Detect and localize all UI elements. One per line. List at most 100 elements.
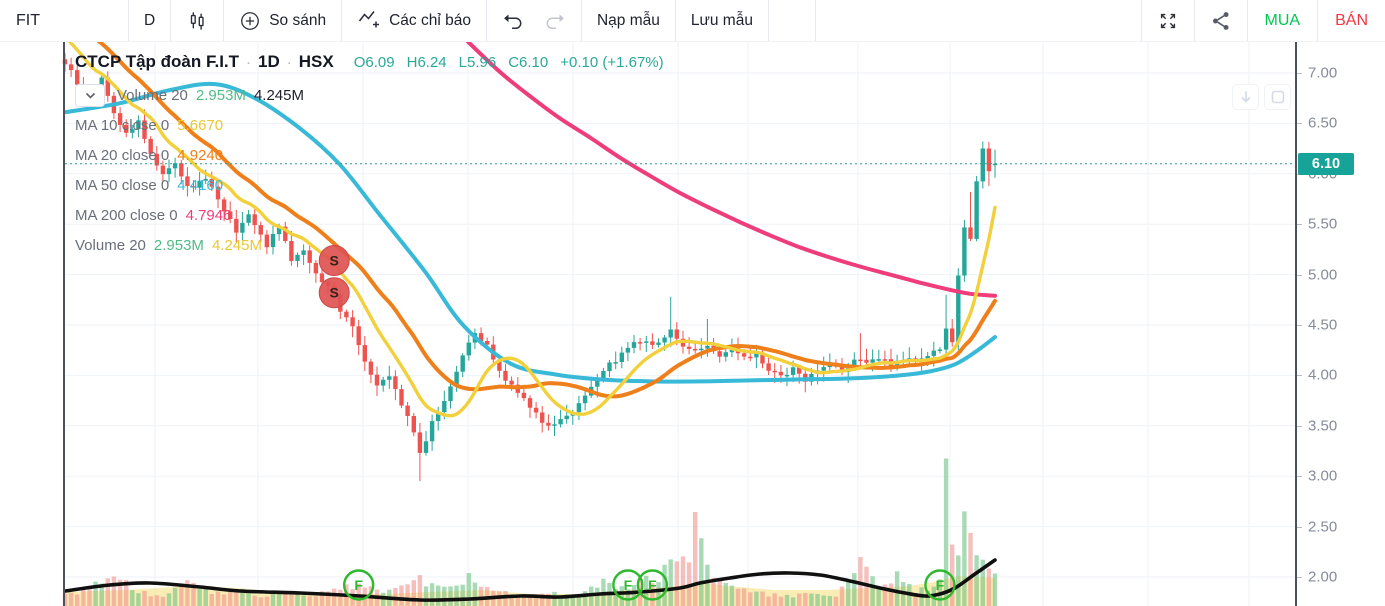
- price-scale-drag-handle[interactable]: [1295, 42, 1297, 606]
- save-template-label: Lưu mẫu: [690, 11, 753, 29]
- fullscreen-button[interactable]: [1142, 0, 1194, 41]
- axis-tick: [1297, 476, 1302, 478]
- axis-tick: [1297, 224, 1302, 226]
- toolbar-divider: [1140, 0, 1142, 41]
- price-tick-label: 2.50: [1308, 518, 1338, 536]
- interval-button[interactable]: D: [129, 0, 170, 41]
- fullscreen-icon: [1157, 10, 1179, 32]
- toolbar-divider: [767, 0, 769, 41]
- symbol-button[interactable]: FIT: [0, 0, 128, 41]
- indicator-value: 2.953M: [153, 236, 204, 254]
- separator-dot: ·: [286, 53, 292, 71]
- legend-collapse-button[interactable]: [75, 83, 105, 107]
- share-button[interactable]: [1195, 0, 1247, 41]
- axis-tick: [1297, 73, 1302, 74]
- load-template-button[interactable]: Nạp mẫu: [582, 0, 675, 41]
- ma-legend-row[interactable]: MA 20 close 0 4.9240: [75, 144, 664, 166]
- sell-signal-marker: S: [318, 277, 350, 309]
- sell-signal-marker: S: [318, 244, 350, 276]
- indicators-icon: [357, 9, 381, 33]
- symbol-title-row[interactable]: CTCP Tập đoàn F.I.T · 1D · HSX O6.09 H6.…: [75, 50, 664, 74]
- toolbar-empty-cell: [769, 0, 815, 41]
- ohlc-open: O6.09: [353, 53, 395, 71]
- indicator-value: 4.245M: [253, 86, 304, 104]
- indicator-name: Volume 20: [75, 236, 146, 254]
- f-signal-marker: F: [612, 569, 644, 601]
- top-toolbar: FIT D So sánh: [0, 0, 1385, 42]
- axis-tick: [1297, 123, 1302, 125]
- interval-value: 1D: [258, 52, 280, 71]
- f-signal-marker: F: [636, 569, 669, 601]
- axis-tick: [1297, 425, 1302, 427]
- toolbar-divider: [170, 0, 172, 41]
- ohlc-low: L5.96: [458, 53, 497, 71]
- price-tick-label: 5.50: [1308, 215, 1338, 233]
- axis-tick: [1297, 577, 1302, 578]
- pane-left-border: [63, 42, 65, 606]
- undo-icon[interactable]: [502, 11, 524, 31]
- svg-text:F: F: [936, 577, 945, 593]
- interval-label: D: [144, 11, 156, 29]
- exchange-value: HSX: [298, 52, 334, 71]
- price-tick-label: 3.00: [1308, 467, 1338, 485]
- indicator-name: MA 10 close 0: [75, 116, 170, 134]
- indicators-label: Các chỉ báo: [389, 11, 471, 29]
- pane-corner-buttons: [1232, 84, 1291, 110]
- separator-dot: ·: [246, 53, 252, 71]
- chevron-down-icon: [85, 92, 95, 99]
- ma-legend-row[interactable]: MA 200 close 0 4.7946: [75, 204, 664, 226]
- price-tick-label: 5.00: [1308, 266, 1338, 284]
- indicators-button[interactable]: Các chỉ báo: [342, 0, 486, 41]
- svg-text:F: F: [354, 577, 363, 593]
- history-buttons: [487, 0, 581, 41]
- ma-legend-row[interactable]: MA 10 close 0 5.6670: [75, 114, 664, 136]
- toolbar-divider: [485, 0, 487, 41]
- toolbar-divider: [580, 0, 582, 41]
- indicator-value: 2.953M: [195, 86, 246, 104]
- indicator-value: 4.245M: [211, 236, 262, 254]
- price-tick-label: 4.50: [1308, 316, 1338, 334]
- chart-legend: CTCP Tập đoàn F.I.T · 1D · HSX O6.09 H6.…: [75, 50, 664, 264]
- save-template-button[interactable]: Lưu mẫu: [676, 0, 768, 41]
- toolbar-divider: [223, 0, 225, 41]
- redo-icon[interactable]: [544, 11, 566, 31]
- price-change: +0.10 (+1.67%): [560, 53, 664, 71]
- price-tick-label: 6.50: [1308, 114, 1338, 132]
- volume-legend-row[interactable]: Volume 20 2.953M 4.245M: [75, 234, 664, 256]
- jump-to-latest-button[interactable]: [1232, 84, 1259, 110]
- symbol-label: FIT: [16, 11, 40, 29]
- axis-tick: [1297, 526, 1302, 528]
- candlestick-icon: [186, 10, 208, 32]
- f-signal-marker: F: [924, 569, 956, 601]
- ma-legend-row[interactable]: MA 50 close 0 4.4160: [75, 174, 664, 196]
- indicator-value: 4.4160: [177, 176, 224, 194]
- svg-text:F: F: [648, 577, 657, 593]
- ohlc-close: C6.10: [508, 53, 549, 71]
- chart-canvas[interactable]: SSF F F F: [0, 42, 1297, 606]
- toolbar-divider: [674, 0, 676, 41]
- price-tick-label: 2.00: [1308, 568, 1338, 586]
- volume-legend-row[interactable]: Volume 20 2.953M 4.245M: [75, 83, 664, 107]
- maximize-pane-button[interactable]: [1264, 84, 1291, 110]
- buy-button[interactable]: MUA: [1248, 0, 1318, 41]
- price-tick-label: 3.50: [1308, 417, 1338, 435]
- toolbar-divider: [1193, 0, 1195, 41]
- compare-button[interactable]: So sánh: [224, 0, 341, 41]
- svg-text:F: F: [624, 577, 633, 593]
- toolbar-divider: [128, 0, 129, 41]
- chart-style-button[interactable]: [171, 0, 223, 41]
- f-signal-marker: F: [342, 569, 375, 601]
- toolbar-divider: [1246, 0, 1248, 41]
- load-template-label: Nạp mẫu: [596, 11, 660, 29]
- price-axis[interactable]: 7.006.506.005.505.004.504.003.503.002.50…: [1297, 42, 1385, 606]
- svg-text:S: S: [330, 285, 339, 301]
- compare-label: So sánh: [269, 11, 327, 29]
- toolbar-divider: [1317, 0, 1319, 41]
- axis-tick: [1297, 375, 1302, 377]
- indicator-name: MA 20 close 0: [75, 146, 170, 164]
- sell-button[interactable]: BÁN: [1318, 0, 1385, 41]
- toolbar-divider: [341, 0, 343, 41]
- axis-tick: [1297, 325, 1302, 326]
- indicator-name: Volume 20: [117, 86, 188, 104]
